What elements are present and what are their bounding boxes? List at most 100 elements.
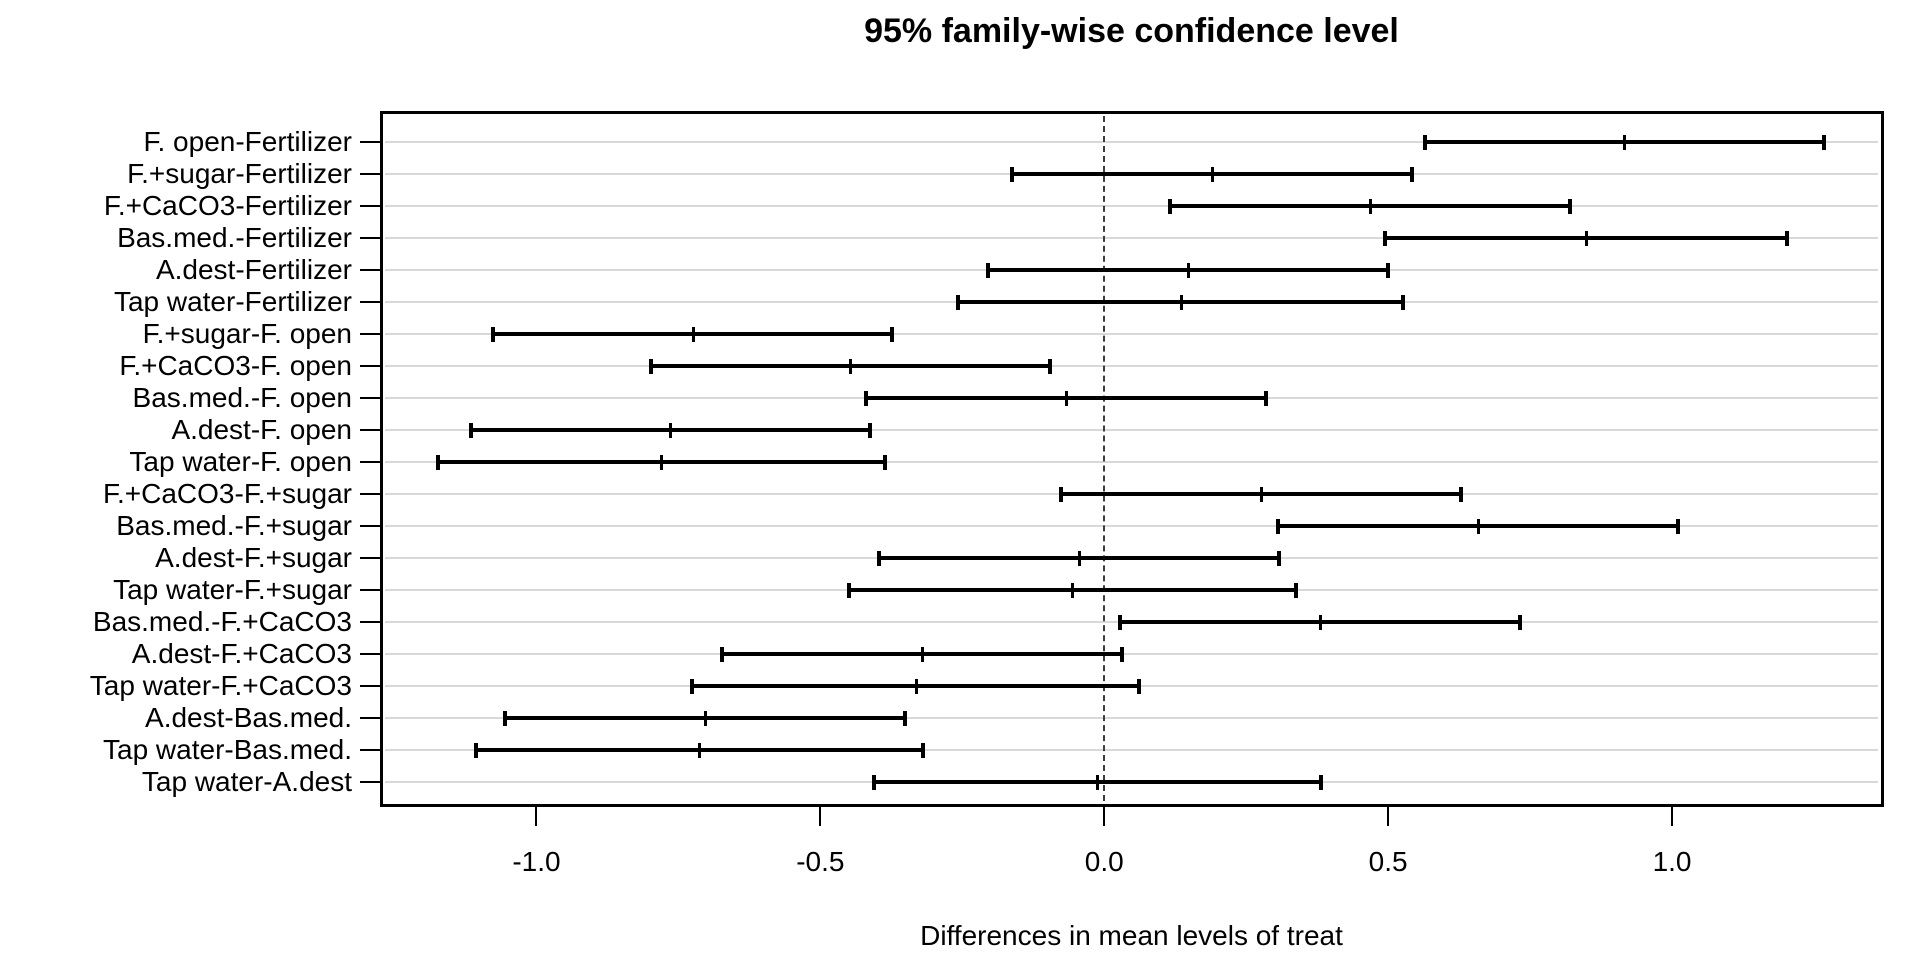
interval-point-estimate-tick [920, 647, 924, 662]
interval-point-estimate-tick [849, 359, 853, 374]
interval-point-estimate-tick [1096, 775, 1100, 790]
interval-lower-cap [720, 647, 725, 662]
y-tick-mark [360, 205, 382, 207]
y-tick-label: F.+sugar-Fertilizer [127, 158, 352, 189]
gridline [385, 525, 1878, 527]
x-tick-mark [1671, 804, 1674, 826]
y-tick-label: Tap water-Bas.med. [103, 734, 352, 765]
interval-lower-cap [1423, 135, 1428, 150]
y-tick-mark [360, 653, 382, 655]
interval-lower-cap [986, 263, 991, 278]
y-tick-mark [360, 749, 382, 751]
interval-lower-cap [1059, 487, 1064, 502]
y-tick-label: Tap water-A.dest [141, 766, 352, 797]
y-tick-mark [360, 557, 382, 559]
y-tick-mark [360, 333, 382, 335]
interval-point-estimate-tick [660, 455, 664, 470]
interval-lower-cap [1168, 199, 1173, 214]
y-tick-label: A.dest-Fertilizer [155, 254, 352, 285]
interval-point-estimate-tick [1476, 519, 1480, 534]
y-tick-label: F.+CaCO3-F.+sugar [103, 478, 352, 509]
interval-upper-cap [1458, 487, 1463, 502]
y-tick-mark [360, 685, 382, 687]
interval-upper-cap [1319, 775, 1324, 790]
x-tick-mark [1387, 804, 1390, 826]
interval-upper-cap [1785, 231, 1790, 246]
x-tick-label: -1.0 [512, 846, 561, 877]
y-tick-label: Tap water-F.+sugar [113, 574, 352, 605]
y-tick-mark [360, 141, 382, 143]
y-tick-label: Tap water-F.+CaCO3 [89, 670, 352, 701]
interval-point-estimate-tick [1187, 263, 1191, 278]
interval-point-estimate-tick [1622, 135, 1626, 150]
interval-upper-cap [1822, 135, 1827, 150]
y-tick-label: Bas.med.-Fertilizer [117, 222, 352, 253]
y-tick-label: A.dest-F.+sugar [155, 542, 352, 573]
interval-point-estimate-tick [691, 327, 695, 342]
y-tick-mark [360, 429, 382, 431]
interval-point-estimate-tick [1368, 199, 1372, 214]
interval-point-estimate-tick [1065, 391, 1069, 406]
y-tick-mark [360, 589, 382, 591]
y-tick-mark [360, 493, 382, 495]
interval-point-estimate-tick [1071, 583, 1075, 598]
interval-lower-cap [1275, 519, 1280, 534]
gridline [385, 333, 1878, 335]
interval-point-estimate-tick [1319, 615, 1322, 630]
interval-lower-cap [1118, 615, 1123, 630]
interval-lower-cap [877, 551, 882, 566]
interval-upper-cap [1264, 391, 1269, 406]
x-tick-label: 0.0 [1084, 846, 1124, 877]
y-tick-mark [360, 397, 382, 399]
y-tick-mark [360, 301, 382, 303]
y-tick-label: A.dest-Bas.med. [145, 702, 352, 733]
y-tick-label: A.dest-F. open [171, 414, 352, 445]
interval-point-estimate-tick [1585, 231, 1589, 246]
interval-lower-cap [473, 743, 478, 758]
x-tick-mark [1103, 804, 1106, 826]
gridline [385, 653, 1878, 655]
interval-upper-cap [1675, 519, 1680, 534]
y-tick-mark [360, 621, 382, 623]
x-tick-mark [535, 804, 538, 826]
y-tick-mark [360, 173, 382, 175]
interval-lower-cap [435, 455, 440, 470]
interval-upper-cap [1401, 295, 1406, 310]
interval-upper-cap [1567, 199, 1572, 214]
x-tick-label: 0.5 [1368, 846, 1408, 877]
x-tick-label: -0.5 [796, 846, 845, 877]
interval-point-estimate-tick [914, 679, 918, 694]
interval-upper-cap [890, 327, 895, 342]
interval-point-estimate-tick [1211, 167, 1215, 182]
gridline [385, 141, 1878, 143]
interval-upper-cap [1119, 647, 1124, 662]
y-tick-label: Bas.med.-F. open [132, 382, 352, 413]
interval-point-estimate-tick [1078, 551, 1082, 566]
y-tick-mark [360, 365, 382, 367]
interval-point-estimate-tick [704, 711, 708, 726]
y-tick-label: Tap water-F. open [129, 446, 352, 477]
interval-upper-cap [921, 743, 926, 758]
interval-upper-cap [902, 711, 907, 726]
interval-lower-cap [1010, 167, 1015, 182]
y-tick-label: Tap water-Fertilizer [113, 286, 352, 317]
y-tick-mark [360, 781, 382, 783]
interval-lower-cap [871, 775, 876, 790]
interval-lower-cap [864, 391, 869, 406]
y-tick-label: F.+CaCO3-F. open [119, 350, 352, 381]
x-tick-mark [819, 804, 822, 826]
interval-upper-cap [1517, 615, 1522, 630]
gridline [385, 237, 1878, 239]
gridline [385, 205, 1878, 207]
gridline [385, 717, 1878, 719]
interval-lower-cap [690, 679, 695, 694]
x-axis-title: Differences in mean levels of treat [920, 920, 1343, 951]
interval-upper-cap [1294, 583, 1299, 598]
y-tick-label: A.dest-F.+CaCO3 [131, 638, 352, 669]
chart-title: 95% family-wise confidence level [864, 12, 1399, 50]
interval-lower-cap [648, 359, 653, 374]
gridline [385, 461, 1878, 463]
interval-point-estimate-tick [1259, 487, 1263, 502]
gridline [385, 429, 1878, 431]
